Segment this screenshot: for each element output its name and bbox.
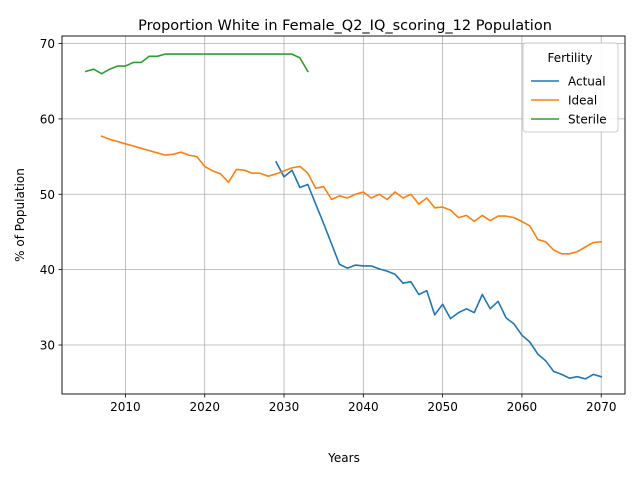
x-tick-label: 2020	[189, 400, 220, 414]
chart-title: Proportion White in Female_Q2_IQ_scoring…	[138, 18, 552, 34]
x-tick-label: 2010	[110, 400, 141, 414]
y-tick-label: 70	[40, 37, 55, 51]
plot-frame	[61, 35, 626, 395]
y-tick-label: 40	[40, 263, 55, 277]
legend-label-actual: Actual	[568, 75, 606, 89]
x-tick-label: 2040	[348, 400, 379, 414]
legend-label-ideal: Ideal	[568, 94, 597, 108]
y-axis: 30 40 50 60 70	[40, 37, 62, 353]
x-tick-label: 2050	[427, 400, 458, 414]
x-tick-label: 2070	[586, 400, 617, 414]
series-line-ideal	[100, 135, 603, 255]
x-axis: 2010 2020 2030 2040 2050 2060 2070	[110, 394, 616, 414]
legend-title: Fertility	[547, 51, 592, 65]
series-line-actual	[275, 160, 603, 380]
y-axis-label: % of Population	[13, 168, 27, 262]
legend-box	[522, 42, 619, 133]
x-tick-label: 2060	[507, 400, 538, 414]
y-tick-label: 50	[40, 188, 55, 202]
y-tick-label: 30	[40, 339, 55, 353]
legend: Fertility Actual Ideal Sterile	[522, 42, 619, 133]
series-lines	[84, 53, 603, 380]
series-line-sterile	[84, 53, 309, 75]
x-axis-label: Years	[327, 451, 360, 465]
y-tick-label: 60	[40, 112, 55, 126]
x-tick-label: 2030	[269, 400, 300, 414]
legend-label-sterile: Sterile	[568, 113, 607, 127]
